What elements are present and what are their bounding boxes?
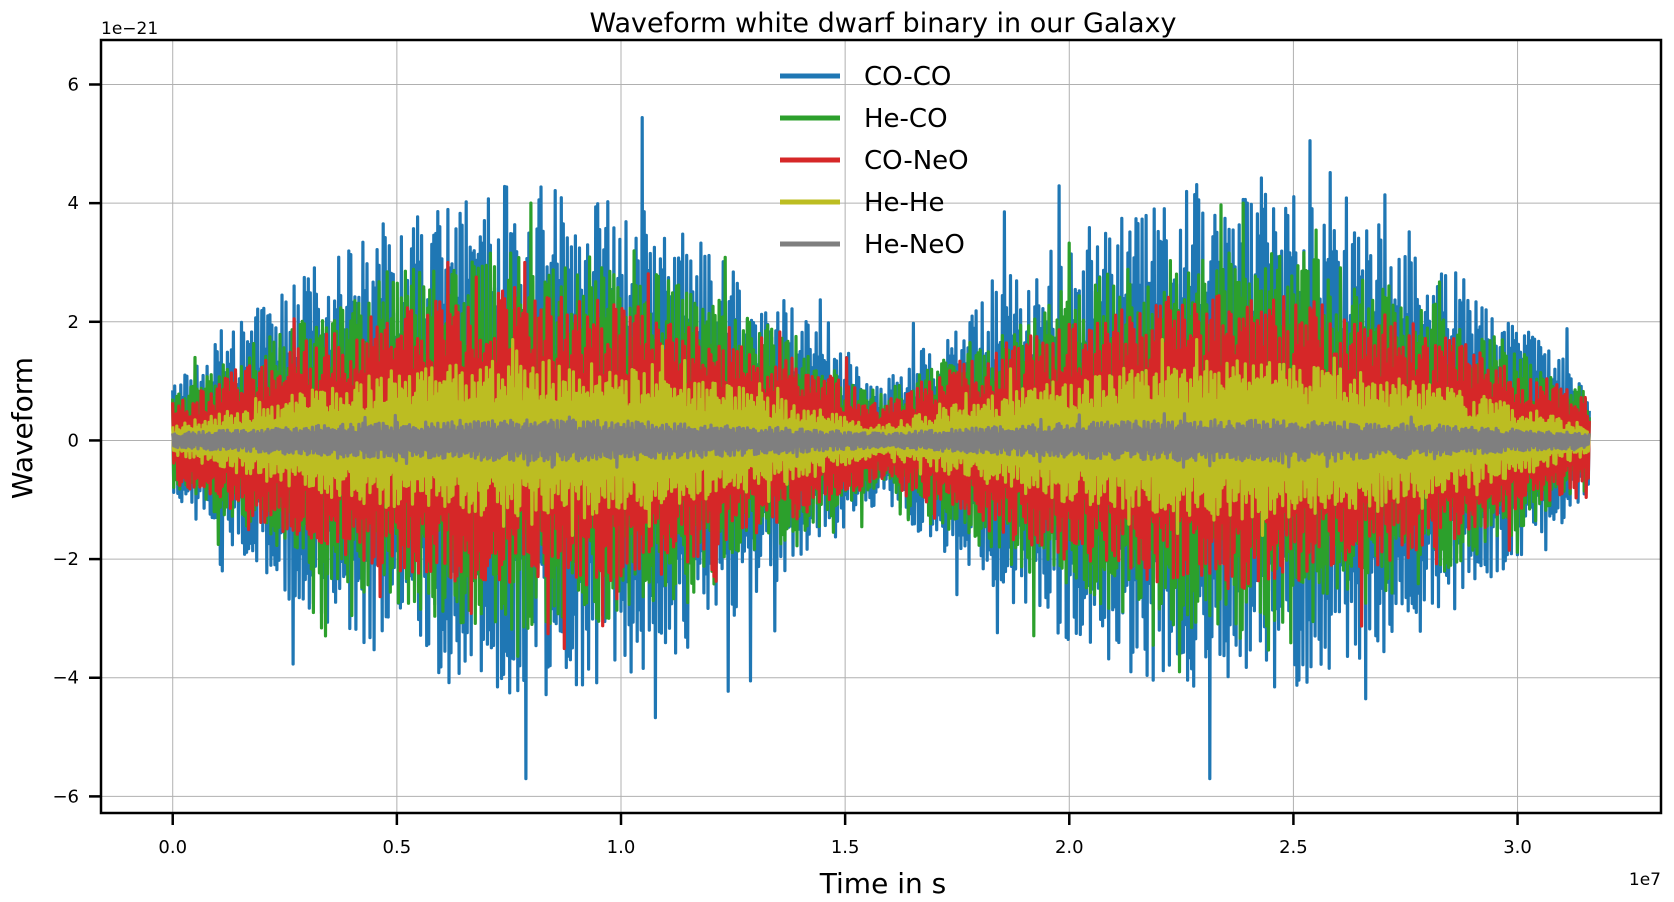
y-tick-label: −6 [52,786,79,807]
legend-label-he-neo: He-NeO [864,230,965,260]
series-layer [171,116,1591,781]
series-line-he-neo [171,412,1591,469]
y-tick-label: −2 [52,549,79,570]
x-tick-label: 2.5 [1279,837,1308,858]
y-axis-label: Waveform [6,357,39,499]
legend-label-he-he: He-He [864,188,944,218]
y-tick-label: 0 [68,430,79,451]
x-tick-label: 1.5 [831,837,860,858]
x-tick-label: 0.5 [383,837,412,858]
x-tick-label: 0.0 [158,837,187,858]
x-tick-label: 2.0 [1055,837,1084,858]
legend: CO-CO He-CO CO-NeO He-He He-NeO [780,62,969,260]
y-offset-label: 1e−21 [101,19,158,39]
x-tick-label: 3.0 [1503,837,1532,858]
plot-frame [99,38,1663,815]
x-tick-label: 1.0 [607,837,636,858]
legend-label-co-neo: CO-NeO [864,146,969,176]
legend-label-co-co: CO-CO [864,62,951,92]
y-tick-label: 2 [68,312,79,333]
x-axis-ticks: 0.0 0.5 1.0 1.5 2.0 2.5 3.0 [158,813,1532,858]
y-tick-label: −4 [52,668,79,689]
chart-title: Waveform white dwarf binary in our Galax… [589,8,1176,39]
y-axis-ticks: −6 −4 −2 0 2 4 6 [52,74,101,807]
x-offset-label: 1e7 [1629,870,1661,890]
y-tick-label: 6 [68,74,79,95]
x-axis-label: Time in s [819,867,946,900]
legend-label-he-co: He-CO [864,104,948,134]
y-tick-label: 4 [68,193,79,214]
